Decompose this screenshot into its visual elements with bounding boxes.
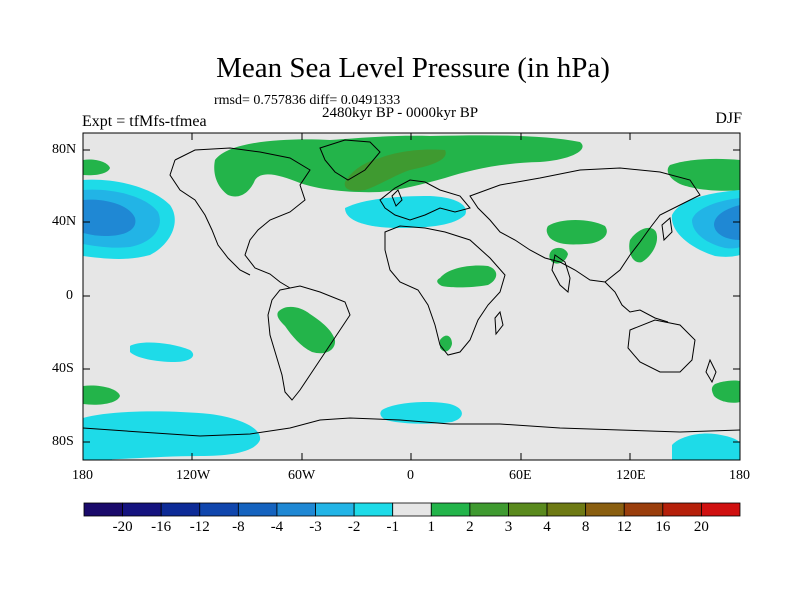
lon-label-180w: 180 <box>72 468 93 483</box>
lat-label-80n: 80N <box>52 142 77 157</box>
southern-ocean-anomaly-west <box>83 385 120 405</box>
coast-japan <box>661 217 673 242</box>
colorbar-label: -1 <box>386 519 399 535</box>
lat-label-80s: 80S <box>52 434 74 449</box>
coast-antarctica <box>83 417 740 437</box>
colorbar-label: -20 <box>112 519 133 535</box>
colorbar-label: -2 <box>347 519 361 535</box>
colorbar-label: 20 <box>693 519 709 535</box>
coast-europe <box>379 179 471 221</box>
arctic-anomaly-mid <box>344 149 446 191</box>
east-arctic-anomaly <box>667 158 740 191</box>
colorbar-swatch <box>353 502 394 517</box>
colorbar-swatch <box>662 502 702 517</box>
colorbar-swatch <box>701 502 741 517</box>
coast-africa <box>384 225 506 356</box>
west-arctic-anomaly <box>83 159 110 176</box>
stats-text: rmsd= 0.757836 diff= 0.0491333 <box>214 93 401 108</box>
antarctic-anomaly-east <box>672 433 740 460</box>
lon-label-60w: 60W <box>288 468 316 483</box>
pacific-anomaly-west-core <box>83 199 136 236</box>
south-america-anomaly <box>277 306 336 354</box>
map-title: Mean Sea Level Pressure (in hPa) <box>216 52 610 84</box>
coast-india <box>551 254 571 293</box>
pacific-anomaly-east-core <box>714 205 740 240</box>
coast-australia <box>627 319 696 373</box>
lat-ticks <box>83 149 740 443</box>
lon-label-180e: 180 <box>729 468 750 483</box>
colorbar-swatch <box>430 502 471 517</box>
colorbar-swatch <box>469 502 509 517</box>
colorbar-label: 3 <box>504 519 513 535</box>
experiment-label: Expt = tfMfs-tfmea <box>82 113 207 130</box>
lat-label-40n: 40N <box>52 214 77 229</box>
colorbar-swatch <box>199 502 239 517</box>
season-label: DJF <box>715 110 742 127</box>
colorbar-swatch <box>546 502 587 517</box>
coast-greenland <box>319 139 381 181</box>
colorbar-swatch <box>276 502 316 517</box>
coast-north-america-west <box>169 159 251 276</box>
colorbar-label: 4 <box>543 519 551 535</box>
lat-label-40s: 40S <box>52 361 74 376</box>
antarctic-anomaly-atlantic <box>380 402 462 424</box>
coastlines <box>83 139 740 437</box>
colorbar-label: 16 <box>655 519 671 535</box>
colorbar-swatch <box>508 502 548 517</box>
colorbar-label: -16 <box>151 519 172 535</box>
colorbar-label: -3 <box>309 519 322 535</box>
period-text: 2480kyr BP - 0000kyr BP <box>322 105 479 121</box>
colorbar-swatch <box>160 502 201 517</box>
east-asia-anomaly <box>629 227 658 263</box>
colorbar-label: 1 <box>427 519 436 535</box>
coast-british-isles <box>391 189 403 207</box>
coast-south-america <box>267 285 351 401</box>
colorbar-label: 2 <box>466 519 474 535</box>
antarctic-anomaly-southwest <box>83 449 112 460</box>
colorbar-swatch <box>83 502 123 517</box>
lon-ticks <box>191 133 631 460</box>
lon-label-0: 0 <box>407 468 414 483</box>
lat-label-eq: 0 <box>66 288 73 303</box>
colorbar-swatch <box>237 502 278 517</box>
colorbar-label: -4 <box>270 519 284 535</box>
coast-madagascar <box>494 310 504 336</box>
south-africa-anomaly <box>440 335 452 352</box>
central-asia-anomaly <box>546 220 607 245</box>
colorbar-label: 12 <box>616 519 632 535</box>
antarctic-anomaly-west <box>83 411 261 460</box>
colorbar-label: 8 <box>581 519 590 535</box>
colorbar-label: -12 <box>189 519 210 535</box>
colorbar <box>83 502 741 517</box>
africa-anomaly <box>437 265 497 288</box>
coast-southeast-asia <box>604 281 669 323</box>
colorbar-swatch <box>392 502 432 517</box>
lon-label-120w: 120W <box>176 468 211 483</box>
colorbar-swatch <box>585 502 625 517</box>
south-pacific-anomaly <box>130 342 194 362</box>
lon-label-60e: 60E <box>509 468 532 483</box>
colorbar-swatch <box>315 502 355 517</box>
colorbar-label: -8 <box>232 519 245 535</box>
coast-north-america <box>174 147 311 289</box>
lon-label-120e: 120E <box>616 468 646 483</box>
coast-asia <box>469 167 701 283</box>
colorbar-swatch <box>122 502 162 517</box>
colorbar-swatch <box>623 502 664 517</box>
map-field <box>83 133 740 460</box>
coast-new-zealand <box>705 358 717 384</box>
mediterranean-anomaly <box>345 196 466 228</box>
southern-ocean-anomaly-east <box>711 380 740 403</box>
